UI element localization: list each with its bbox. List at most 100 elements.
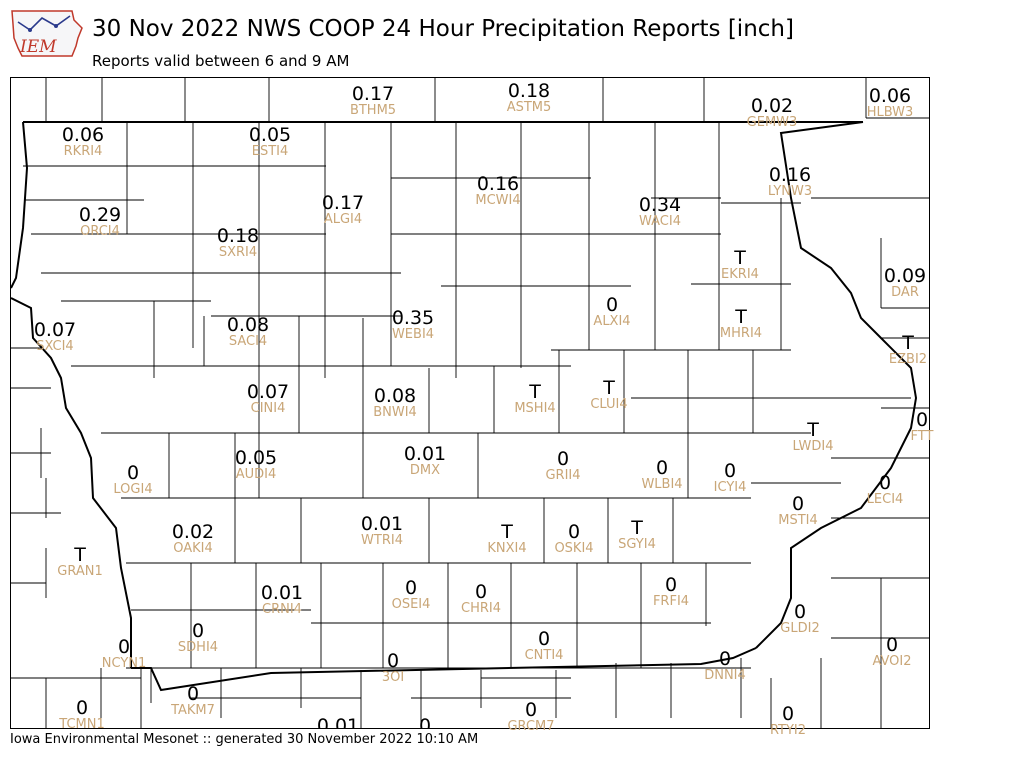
precip-map bbox=[10, 77, 930, 729]
station-gran1: T GRAN1 bbox=[57, 545, 102, 579]
precip-value: T bbox=[734, 247, 746, 269]
station-id: ASTM5 bbox=[506, 100, 552, 115]
station-id: RKRI4 bbox=[63, 144, 103, 159]
station-unlabeled-56: 0 bbox=[419, 716, 431, 729]
station-sxri4: 0.18 SXRI4 bbox=[217, 226, 259, 260]
map-title: 30 Nov 2022 NWS COOP 24 Hour Precipitati… bbox=[92, 16, 794, 42]
precip-value: 0 bbox=[664, 574, 678, 596]
precip-value: 0 bbox=[723, 460, 737, 482]
precip-value: 0 bbox=[537, 628, 551, 650]
precip-value: 0.08 bbox=[373, 385, 417, 407]
station-id: SDHI4 bbox=[177, 640, 219, 655]
precip-value: 0 bbox=[126, 462, 140, 484]
precip-value: 0.01 bbox=[360, 513, 404, 535]
precip-value: 0.17 bbox=[351, 83, 395, 105]
station-id: DNNI4 bbox=[704, 668, 746, 683]
station-id: LECI4 bbox=[866, 492, 904, 507]
station-tcmn1: 0 TCMN1 bbox=[59, 698, 104, 732]
precip-value: 0 bbox=[404, 577, 418, 599]
precip-value: 0 bbox=[556, 448, 570, 470]
precip-value: 0 bbox=[915, 409, 929, 431]
station-waci4: 0.34 WACI4 bbox=[639, 195, 681, 229]
station-id: AUDI4 bbox=[235, 467, 277, 482]
station-rtyi2: 0 RTYI2 bbox=[770, 704, 806, 738]
precip-value: T bbox=[807, 419, 819, 441]
precip-value: 0.29 bbox=[78, 204, 122, 226]
station-id: LOGI4 bbox=[113, 482, 153, 497]
station-hlbw3: 0.06 HLBW3 bbox=[867, 86, 914, 120]
station-id: LYNW3 bbox=[767, 184, 813, 199]
station-astm5: 0.18 ASTM5 bbox=[507, 81, 552, 115]
precip-value: 0.01 bbox=[403, 443, 447, 465]
precip-value: 0.01 bbox=[316, 716, 360, 729]
station-id: FTT bbox=[910, 429, 934, 444]
precip-value: 0 bbox=[567, 521, 581, 543]
station-id: ESTI4 bbox=[251, 144, 289, 159]
station-dmx: 0.01 DMX bbox=[404, 444, 446, 478]
station-id: CLUI4 bbox=[590, 397, 628, 412]
station-id: GEMW3 bbox=[746, 115, 798, 130]
station-id: WLBI4 bbox=[641, 477, 683, 492]
station-logi4: 0 LOGI4 bbox=[113, 463, 152, 497]
station-id: ICYI4 bbox=[713, 480, 747, 495]
precip-value: 0.05 bbox=[248, 124, 292, 146]
station-mshi4: T MSHI4 bbox=[514, 382, 555, 416]
precip-value: 0.16 bbox=[768, 164, 812, 186]
station-algi4: 0.17 ALGI4 bbox=[322, 193, 364, 227]
precip-value: T bbox=[74, 544, 86, 566]
station-sgyi4: T SGYI4 bbox=[618, 518, 656, 552]
precip-value: 0 bbox=[418, 716, 432, 729]
station-clui4: T CLUI4 bbox=[590, 378, 627, 412]
station-takm7: 0 TAKM7 bbox=[171, 684, 215, 718]
precip-value: T bbox=[902, 332, 914, 354]
station-id: HLBW3 bbox=[866, 105, 914, 120]
precip-value: 0 bbox=[655, 457, 669, 479]
station-id: WTRI4 bbox=[361, 533, 403, 548]
station-id: ORCI4 bbox=[80, 224, 120, 239]
station-id: WACI4 bbox=[639, 214, 681, 229]
station-wtri4: 0.01 WTRI4 bbox=[361, 514, 403, 548]
station-knxi4: T KNXI4 bbox=[487, 522, 526, 556]
station-osei4: 0 OSEI4 bbox=[392, 578, 431, 612]
station-id: LWDI4 bbox=[792, 439, 834, 454]
station-frfi4: 0 FRFI4 bbox=[653, 575, 689, 609]
station-id: GRCM7 bbox=[507, 719, 555, 734]
precip-value: 0 bbox=[718, 648, 732, 670]
station-avoi2: 0 AVOI2 bbox=[872, 635, 911, 669]
station-id: SACI4 bbox=[228, 334, 268, 349]
station-id: FRFI4 bbox=[652, 594, 690, 609]
precip-value: 0.05 bbox=[234, 447, 278, 469]
station-mhri4: T MHRI4 bbox=[720, 307, 762, 341]
station-id: MSHI4 bbox=[514, 401, 556, 416]
station-ncyn1: 0 NCYN1 bbox=[102, 637, 147, 671]
station-id: SGYI4 bbox=[618, 537, 656, 552]
precip-value: T bbox=[631, 517, 643, 539]
precip-value: 0.02 bbox=[171, 521, 215, 543]
station-id: GLDI2 bbox=[780, 621, 820, 636]
precip-value: 0.06 bbox=[61, 124, 105, 146]
station-id: SXCI4 bbox=[36, 339, 74, 354]
precip-value: T bbox=[735, 306, 747, 328]
station-id: ALXI4 bbox=[593, 314, 631, 329]
map-subtitle: Reports valid between 6 and 9 AM bbox=[92, 52, 350, 70]
station-orci4: 0.29 ORCI4 bbox=[79, 205, 121, 239]
precip-value: 0 bbox=[191, 620, 205, 642]
station-cnti4: 0 CNTI4 bbox=[525, 629, 564, 663]
precip-value: 0.18 bbox=[216, 225, 260, 247]
station-gldi2: 0 GLDI2 bbox=[780, 602, 819, 636]
station-esti4: 0.05 ESTI4 bbox=[249, 125, 291, 159]
station-lynw3: 0.16 LYNW3 bbox=[768, 165, 812, 199]
station-id: GRAN1 bbox=[57, 564, 103, 579]
precip-value: 0.07 bbox=[33, 319, 77, 341]
station-wlbi4: 0 WLBI4 bbox=[641, 458, 682, 492]
station-sxci4: 0.07 SXCI4 bbox=[34, 320, 76, 354]
station-id: AVOI2 bbox=[872, 654, 912, 669]
precip-value: 0 bbox=[781, 703, 795, 725]
precip-value: 0 bbox=[524, 699, 538, 721]
precip-value: 0 bbox=[186, 683, 200, 705]
station-id: SXRI4 bbox=[218, 245, 258, 260]
station-id: 3OI bbox=[381, 670, 405, 685]
station-crni4: 0.01 CRNI4 bbox=[261, 583, 303, 617]
station-id: EKRI4 bbox=[721, 267, 759, 282]
station-saci4: 0.08 SACI4 bbox=[227, 315, 269, 349]
